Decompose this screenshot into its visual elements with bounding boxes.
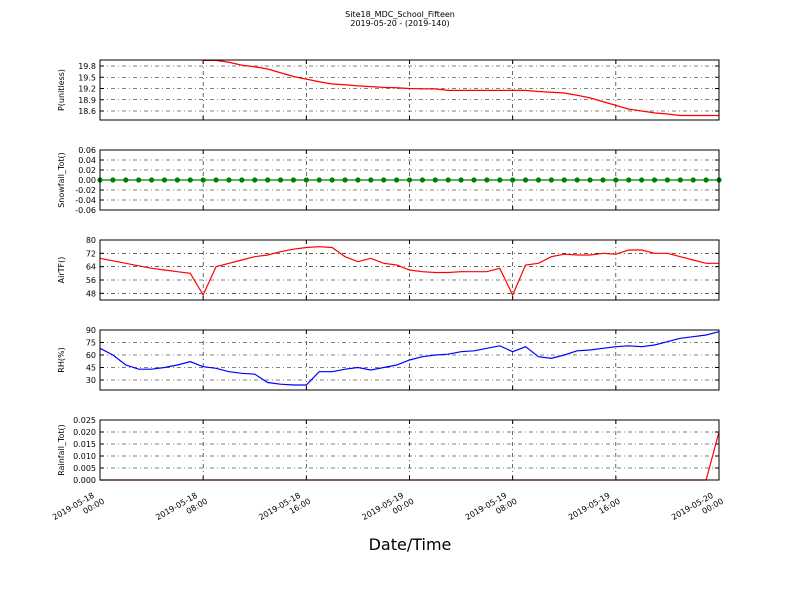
y-tick-label: -0.06 [75,206,96,215]
data-point [458,177,464,183]
data-line [99,246,719,297]
x-tick-label: 2019-05-1816:00 [257,488,312,531]
data-point [355,177,361,183]
data-point [226,177,232,183]
x-tick-label: 2019-05-2000:00 [670,488,725,531]
plot-frame [99,419,720,481]
data-point [239,177,245,183]
y-tick-label: 72 [86,249,96,258]
y-tick-label: 0.000 [73,476,96,485]
chart-title: Site18_MDC_School_Fifteen [345,10,455,19]
data-point [445,177,451,183]
y-tick-label: 0.005 [73,464,96,473]
data-point [639,177,645,183]
y-tick-label: 19.5 [78,73,96,82]
x-tick-label: 2019-05-1900:00 [361,488,416,531]
x-tick-label: 2019-05-1908:00 [464,488,519,531]
y-tick-label: 19.2 [78,85,96,94]
y-tick-label: 64 [86,263,96,272]
data-point [406,177,413,183]
x-axis-label: Date/Time [369,535,452,554]
y-tick-label: 19.8 [78,62,96,71]
data-point [690,177,696,183]
data-point [600,177,606,183]
y-tick-label: 0.010 [73,452,96,461]
data-point [368,177,374,183]
data-point [290,177,297,183]
y-tick-label: 18.9 [78,96,96,105]
y-axis-label: RH(%) [57,347,66,372]
y-tick-label: 80 [86,236,96,245]
data-point [484,177,490,183]
y-tick-label: 56 [86,276,96,285]
x-tick-label: 2019-05-1916:00 [567,488,622,531]
plot-frame [99,329,720,391]
data-point [548,177,554,183]
data-point [316,177,322,183]
data-point [265,177,271,183]
y-tick-label: 48 [86,289,96,298]
data-point [277,177,284,183]
plot-frame [99,239,720,301]
y-axis-label: Snowfall_Tot() [57,152,66,208]
y-tick-label: 0.02 [78,166,96,175]
y-tick-label: 0.06 [78,146,96,155]
y-tick-label: 90 [86,326,96,335]
data-point [522,177,529,183]
data-point [561,177,567,183]
y-axis-label: P(unitless) [57,69,66,111]
plot-frame [99,59,720,121]
data-point [626,177,632,183]
y-tick-label: 30 [86,376,96,385]
data-point [110,177,116,183]
data-point [136,177,142,183]
data-point [200,177,206,183]
data-point [651,177,658,183]
data-point [381,177,387,183]
data-point [174,177,180,183]
data-point [613,177,619,183]
data-line [99,331,720,386]
data-point [664,177,671,183]
data-point [497,177,503,183]
y-tick-label: 18.6 [78,107,96,116]
y-tick-label: 75 [86,339,96,348]
data-point [432,177,438,183]
y-tick-label: 0.00 [78,176,96,185]
data-point [587,177,593,183]
data-point [535,177,542,183]
x-tick-label: 2019-05-1808:00 [154,488,209,531]
y-tick-label: 0.020 [73,428,96,437]
data-point [161,177,168,183]
data-point [471,177,477,183]
data-point [187,177,193,183]
x-tick-label: 2019-05-1800:00 [51,488,106,531]
data-point [703,177,709,183]
data-point [213,177,219,183]
data-line [203,59,719,117]
data-point [574,177,580,183]
y-tick-label: 60 [86,351,96,360]
y-tick-label: 45 [86,364,96,373]
data-point [329,177,335,183]
data-point [342,177,348,183]
data-point [394,177,400,183]
data-point [252,177,258,183]
data-point [510,177,516,183]
data-point [419,177,425,183]
plot-frame [99,149,720,211]
data-point [303,177,309,183]
y-tick-label: 0.04 [78,156,96,165]
y-tick-label: 0.015 [73,440,96,449]
y-axis-label: Rainfall_Tot() [57,424,66,476]
y-axis-label: AirTF() [57,257,66,284]
data-point [148,177,155,183]
chart-subtitle: 2019-05-20 - (2019-140) [350,19,449,28]
y-tick-label: -0.04 [75,196,96,205]
y-tick-label: 0.025 [73,416,96,425]
data-point [123,177,129,183]
y-tick-label: -0.02 [75,186,96,195]
data-point [677,177,683,183]
